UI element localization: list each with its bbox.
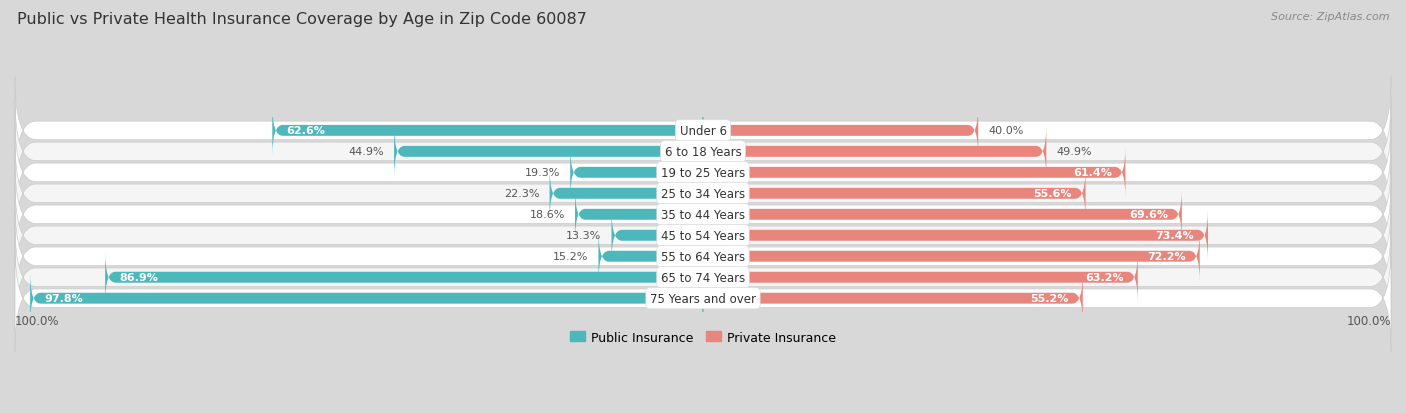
- Text: 44.9%: 44.9%: [349, 147, 384, 157]
- Text: 72.2%: 72.2%: [1147, 252, 1187, 261]
- FancyBboxPatch shape: [15, 140, 1391, 247]
- FancyBboxPatch shape: [703, 126, 1046, 178]
- FancyBboxPatch shape: [30, 273, 703, 325]
- Text: 100.0%: 100.0%: [15, 314, 59, 327]
- Text: 100.0%: 100.0%: [1347, 314, 1391, 327]
- Text: 18.6%: 18.6%: [529, 210, 565, 220]
- Text: 13.3%: 13.3%: [567, 231, 602, 241]
- FancyBboxPatch shape: [703, 210, 1208, 262]
- Text: 63.2%: 63.2%: [1085, 273, 1123, 282]
- FancyBboxPatch shape: [550, 168, 703, 220]
- Text: 61.4%: 61.4%: [1073, 168, 1112, 178]
- FancyBboxPatch shape: [15, 78, 1391, 185]
- Text: 19.3%: 19.3%: [524, 168, 560, 178]
- Text: 65 to 74 Years: 65 to 74 Years: [661, 271, 745, 284]
- FancyBboxPatch shape: [599, 231, 703, 282]
- FancyBboxPatch shape: [394, 126, 703, 178]
- Text: 55 to 64 Years: 55 to 64 Years: [661, 250, 745, 263]
- Text: Public vs Private Health Insurance Coverage by Age in Zip Code 60087: Public vs Private Health Insurance Cover…: [17, 12, 586, 27]
- FancyBboxPatch shape: [612, 210, 703, 262]
- Text: 19 to 25 Years: 19 to 25 Years: [661, 166, 745, 179]
- Text: 22.3%: 22.3%: [503, 189, 540, 199]
- Text: 86.9%: 86.9%: [120, 273, 157, 282]
- Legend: Public Insurance, Private Insurance: Public Insurance, Private Insurance: [565, 326, 841, 349]
- FancyBboxPatch shape: [15, 182, 1391, 289]
- FancyBboxPatch shape: [105, 252, 703, 304]
- Text: 40.0%: 40.0%: [988, 126, 1024, 136]
- FancyBboxPatch shape: [703, 252, 1137, 304]
- FancyBboxPatch shape: [15, 98, 1391, 206]
- Text: 49.9%: 49.9%: [1057, 147, 1092, 157]
- FancyBboxPatch shape: [703, 231, 1199, 282]
- Text: 25 to 34 Years: 25 to 34 Years: [661, 188, 745, 200]
- Text: 35 to 44 Years: 35 to 44 Years: [661, 208, 745, 221]
- FancyBboxPatch shape: [703, 168, 1085, 220]
- Text: 55.6%: 55.6%: [1033, 189, 1071, 199]
- Text: Under 6: Under 6: [679, 125, 727, 138]
- Text: 62.6%: 62.6%: [285, 126, 325, 136]
- FancyBboxPatch shape: [273, 105, 703, 157]
- FancyBboxPatch shape: [703, 273, 1083, 325]
- FancyBboxPatch shape: [15, 203, 1391, 310]
- Text: 45 to 54 Years: 45 to 54 Years: [661, 229, 745, 242]
- FancyBboxPatch shape: [15, 245, 1391, 352]
- Text: Source: ZipAtlas.com: Source: ZipAtlas.com: [1271, 12, 1389, 22]
- Text: 97.8%: 97.8%: [44, 294, 83, 304]
- FancyBboxPatch shape: [703, 147, 1125, 199]
- Text: 73.4%: 73.4%: [1156, 231, 1194, 241]
- Text: 75 Years and over: 75 Years and over: [650, 292, 756, 305]
- FancyBboxPatch shape: [15, 224, 1391, 331]
- Text: 69.6%: 69.6%: [1129, 210, 1168, 220]
- FancyBboxPatch shape: [15, 161, 1391, 268]
- FancyBboxPatch shape: [15, 119, 1391, 226]
- FancyBboxPatch shape: [571, 147, 703, 199]
- Text: 6 to 18 Years: 6 to 18 Years: [665, 145, 741, 159]
- FancyBboxPatch shape: [703, 105, 979, 157]
- FancyBboxPatch shape: [703, 189, 1182, 241]
- FancyBboxPatch shape: [575, 189, 703, 241]
- Text: 55.2%: 55.2%: [1031, 294, 1069, 304]
- Text: 15.2%: 15.2%: [553, 252, 588, 261]
